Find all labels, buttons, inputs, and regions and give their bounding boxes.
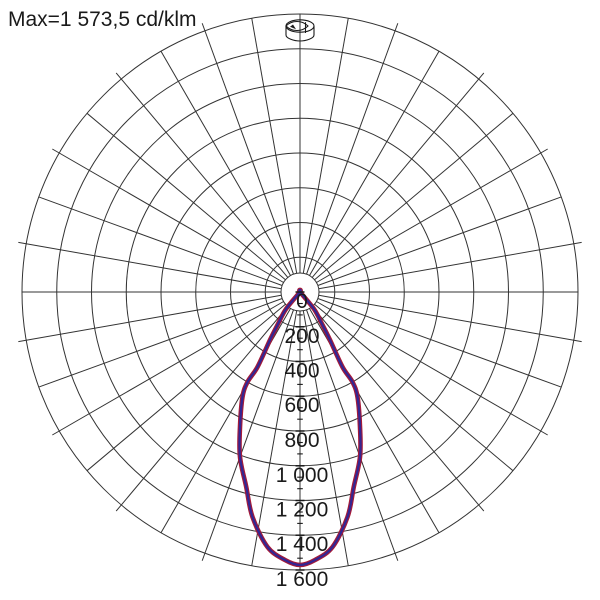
svg-text:1 000: 1 000 bbox=[276, 464, 329, 487]
svg-text:400: 400 bbox=[284, 360, 319, 383]
svg-text:Max=1 573,5 cd/klm: Max=1 573,5 cd/klm bbox=[8, 8, 197, 31]
svg-text:1 400: 1 400 bbox=[276, 533, 329, 556]
svg-text:1 200: 1 200 bbox=[276, 499, 329, 522]
svg-text:600: 600 bbox=[284, 394, 319, 417]
svg-text:1 600: 1 600 bbox=[276, 568, 329, 591]
svg-text:0: 0 bbox=[296, 290, 308, 313]
svg-text:800: 800 bbox=[284, 429, 319, 452]
svg-text:200: 200 bbox=[284, 325, 319, 348]
